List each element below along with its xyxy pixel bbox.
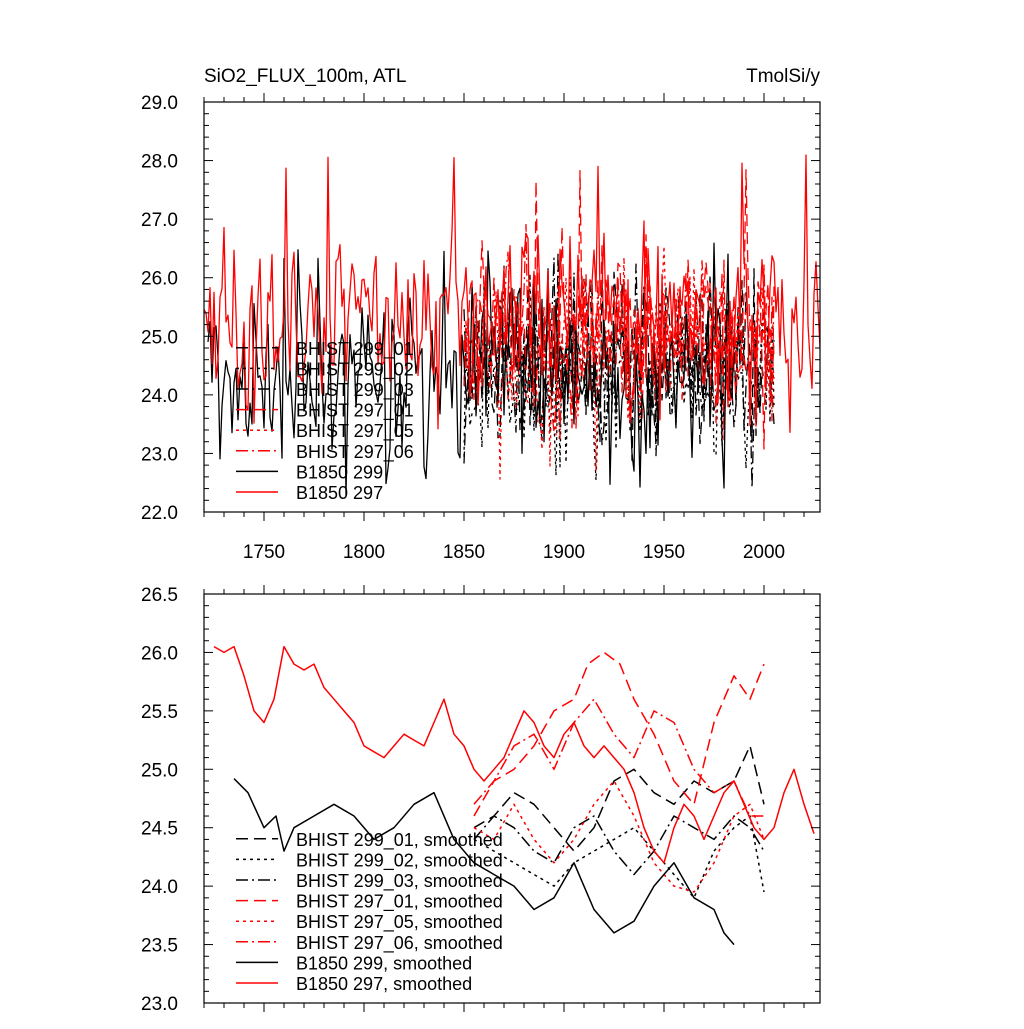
x-tick-label: 1950 bbox=[643, 542, 685, 563]
y-tick-label: 22.0 bbox=[141, 503, 178, 524]
y-tick-label: 25.0 bbox=[141, 327, 178, 348]
y-tick-label: 26.0 bbox=[141, 269, 178, 290]
legend-label: BHIST 299_01 bbox=[296, 339, 414, 360]
x-tick-label: 2000 bbox=[743, 542, 785, 563]
y-tick-label: 23.0 bbox=[141, 444, 178, 465]
y-tick-label: 26.0 bbox=[141, 643, 178, 664]
plot-frame bbox=[203, 593, 821, 1004]
y-tick-label: 23.5 bbox=[141, 936, 178, 957]
x-tick-label: 1750 bbox=[243, 542, 285, 563]
legend-label: BHIST 297_05 bbox=[296, 421, 414, 442]
series-line-bhist-299-01-smoothed bbox=[473, 745, 765, 852]
x-tick-label: 1800 bbox=[343, 542, 385, 563]
y-tick-label: 24.0 bbox=[141, 877, 178, 898]
legend-label: BHIST 297_06, smoothed bbox=[296, 933, 503, 954]
series-line-bhist-299-02 bbox=[463, 265, 775, 481]
legend-label: BHIST 297_06 bbox=[296, 442, 414, 463]
series-line-bhist-297-01-smoothed bbox=[473, 651, 765, 817]
series-line-bhist-299-01 bbox=[463, 265, 775, 464]
series-line-b1850-299 bbox=[207, 242, 735, 496]
legend-label: B1850 297 bbox=[296, 483, 383, 503]
x-tick-label: 1900 bbox=[543, 542, 585, 563]
series-line-bhist-297-01 bbox=[463, 169, 775, 450]
y-tick-label: 25.0 bbox=[141, 760, 178, 781]
series-line-bhist-297-06-smoothed bbox=[473, 698, 764, 817]
series-line-b1850-297 bbox=[204, 154, 820, 433]
bottom-panel: 23.0 23.5 24.0 24.5 25.0 25.5 26.0 26.5 BHIST 2… bbox=[141, 585, 821, 1015]
top-panel: SiO2_FLUX_100m, ATL TmolSi/y 22.0 23.0 24.… bbox=[141, 66, 821, 563]
series-line-b1850-299-smoothed bbox=[233, 778, 735, 946]
legend-label: BHIST 299_01, smoothed bbox=[296, 830, 503, 851]
legend-label: BHIST 297_05, smoothed bbox=[296, 912, 503, 933]
y-tick-label: 23.0 bbox=[141, 994, 178, 1015]
legend-label: BHIST 299_02, smoothed bbox=[296, 850, 503, 871]
legend-label: BHIST 299_02 bbox=[296, 359, 414, 380]
y-tick-label: 29.0 bbox=[141, 93, 178, 114]
legend-label: B1850 299 bbox=[296, 462, 383, 482]
series-line-bhist-299-03-smoothed bbox=[473, 815, 765, 876]
y-tick-label: 27.0 bbox=[141, 210, 178, 231]
y-tick-label: 24.5 bbox=[141, 819, 178, 840]
x-tick-label: 1850 bbox=[443, 542, 485, 563]
legend-label: BHIST 297_01, smoothed bbox=[296, 892, 503, 913]
y-tick-label: 28.0 bbox=[141, 152, 178, 173]
plot-frame bbox=[203, 101, 821, 513]
series-line-b1850-297-smoothed bbox=[213, 645, 815, 864]
y-tick-label: 25.5 bbox=[141, 702, 178, 723]
legend-label: B1850 299, smoothed bbox=[296, 953, 472, 973]
top-title-left: SiO2_FLUX_100m, ATL bbox=[204, 66, 406, 87]
series-line-bhist-297-05 bbox=[463, 245, 775, 480]
legend-label: BHIST 297_01 bbox=[296, 401, 414, 422]
y-tick-label: 24.0 bbox=[141, 386, 178, 407]
legend-label: B1850 297, smoothed bbox=[296, 974, 472, 994]
y-tick-label: 26.5 bbox=[141, 585, 178, 606]
legend-label: BHIST 299_03, smoothed bbox=[296, 871, 503, 892]
top-title-right: TmolSi/y bbox=[746, 66, 820, 87]
legend-label: BHIST 299_03 bbox=[296, 380, 414, 401]
series-line-bhist-299-02-smoothed bbox=[473, 815, 765, 899]
